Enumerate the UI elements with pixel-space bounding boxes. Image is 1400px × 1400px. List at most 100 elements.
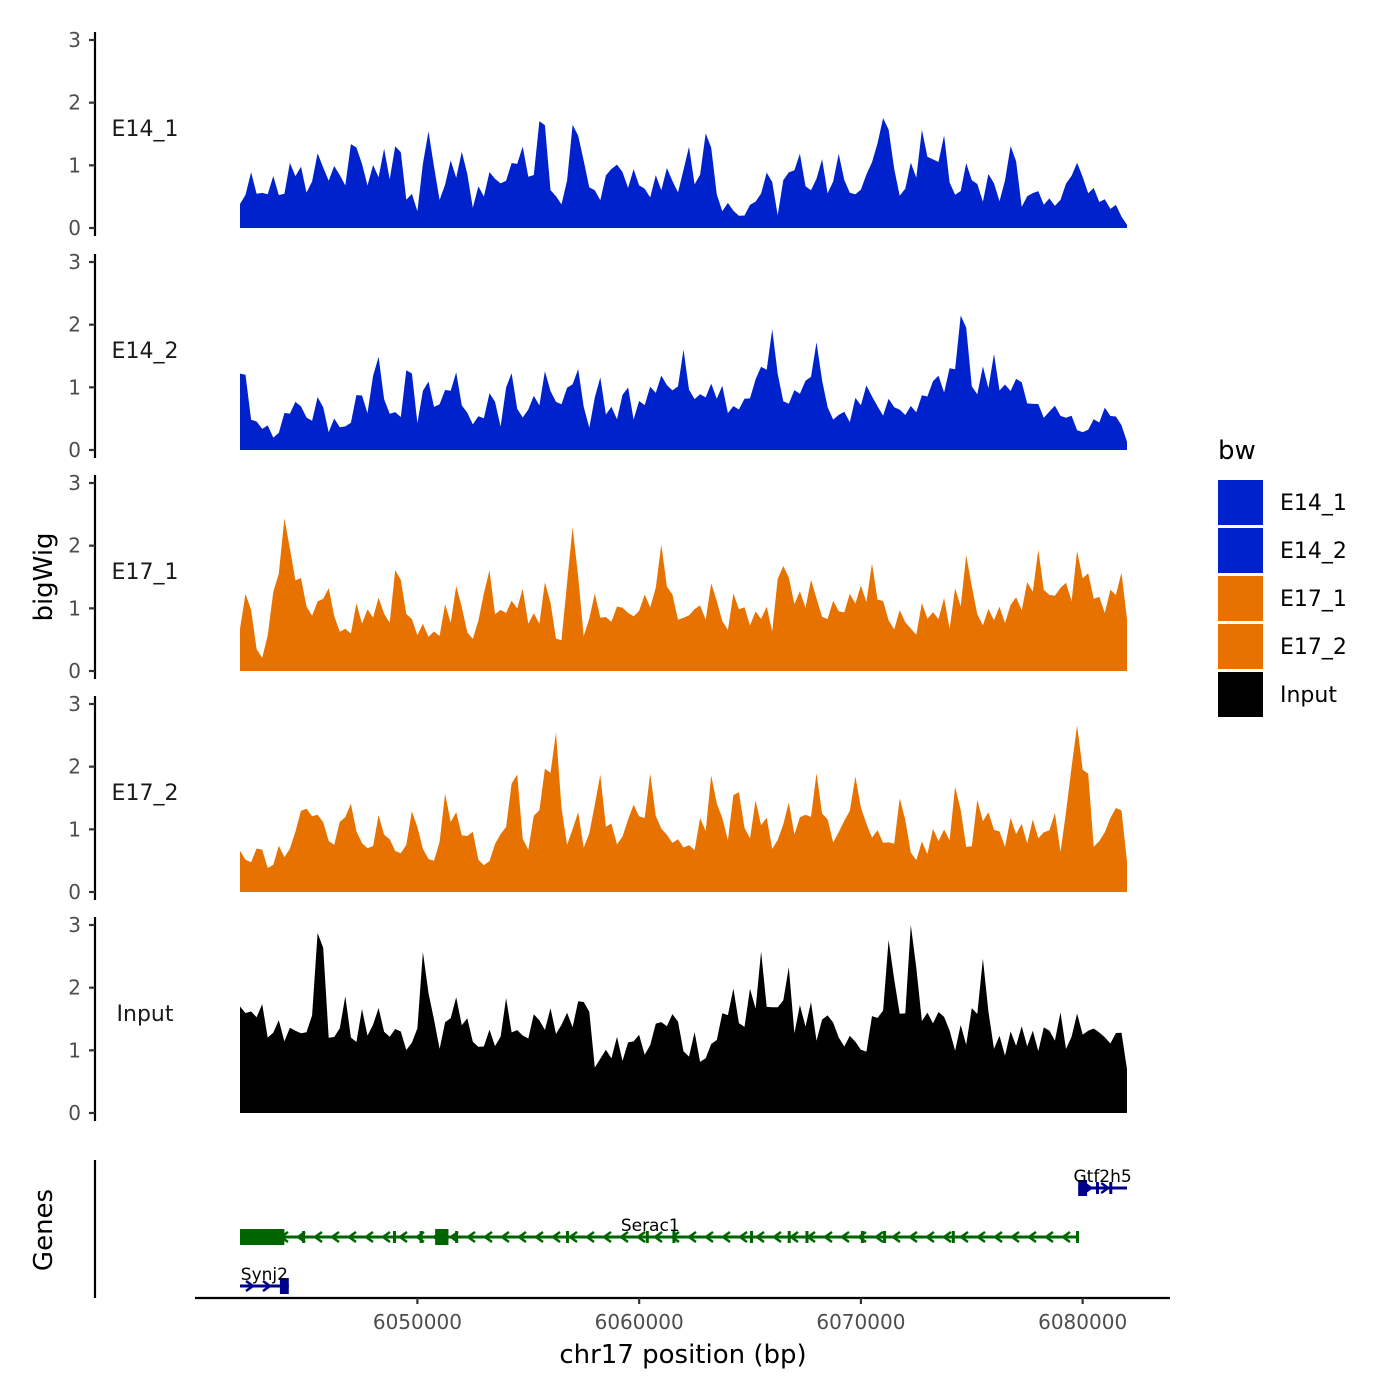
y-tick-label: 1 (68, 1038, 81, 1062)
track-e17-1: 0 1 2 3 E17_1 (68, 471, 1127, 683)
y-tick-label: 0 (68, 216, 81, 240)
strand-arrow (567, 1230, 578, 1244)
y-tick-label: 2 (68, 755, 81, 779)
coverage-area (240, 315, 1127, 450)
strand-arrow (245, 1279, 256, 1293)
strand-arrow (635, 1230, 646, 1244)
strand-arrow (992, 1230, 1003, 1244)
y-tick-label: 1 (68, 817, 81, 841)
y-tick-label: 2 (68, 91, 81, 115)
x-tick-label: 6080000 (1038, 1310, 1127, 1334)
exon (1095, 1182, 1099, 1194)
strand-arrow (839, 1230, 850, 1244)
strand-arrow (533, 1230, 544, 1244)
gene-synj2: Synj2 (240, 1265, 289, 1294)
exon (860, 1231, 864, 1243)
track-label: E17_1 (112, 560, 179, 585)
y-tick-label: 3 (68, 692, 81, 716)
gene-label: Synj2 (241, 1265, 288, 1285)
y-tick-label: 2 (68, 313, 81, 337)
strand-arrow (822, 1230, 833, 1244)
y-tick-label: 3 (68, 913, 81, 937)
track-input: 0 1 2 3 Input (68, 913, 1127, 1125)
legend: bw E14_1 E14_2 E17_1 E17_2 Input (1218, 436, 1347, 717)
strand-arrow (720, 1230, 731, 1244)
strand-arrow (262, 1279, 273, 1293)
strand-arrow (618, 1230, 629, 1244)
strand-arrow (1043, 1230, 1054, 1244)
gene-label: Gtf2h5 (1073, 1167, 1131, 1187)
exon (240, 1229, 285, 1245)
gene-track: Gtf2h5 Serac1 Synj2 (93, 1160, 1132, 1298)
exon (951, 1231, 955, 1243)
legend-label: E17_2 (1280, 635, 1347, 660)
y-tick-label: 2 (68, 534, 81, 558)
strand-arrow (873, 1230, 884, 1244)
coverage-area (240, 118, 1127, 228)
strand-arrow (1060, 1230, 1071, 1244)
strand-arrow (1026, 1230, 1037, 1244)
coverage-area (240, 518, 1127, 671)
strand-arrow (329, 1230, 340, 1244)
strand-arrow (737, 1230, 748, 1244)
strand-arrow (686, 1230, 697, 1244)
coverage-tracks: 0 1 2 3 E14_1 0 1 2 3 E14_2 0 1 2 3 E17_1 0 1 2 3 E17_2 0 1 2 3… (68, 28, 1127, 1125)
coverage-area (240, 725, 1127, 892)
exon (455, 1231, 459, 1243)
strand-arrow (380, 1230, 391, 1244)
track-e17-2: 0 1 2 3 E17_2 (68, 692, 1127, 904)
legend-swatch (1218, 480, 1263, 525)
strand-arrow (346, 1230, 357, 1244)
legend-label: E17_1 (1280, 587, 1347, 612)
strand-arrow (397, 1230, 408, 1244)
legend-swatch (1218, 528, 1263, 573)
exon (883, 1231, 887, 1243)
exon (435, 1229, 449, 1245)
y-tick-label: 3 (68, 471, 81, 495)
strand-arrow (890, 1230, 901, 1244)
exon (1109, 1182, 1113, 1194)
gene-gtf2h5: Gtf2h5 (1073, 1167, 1132, 1196)
y-tick-label: 0 (68, 659, 81, 683)
exon (672, 1231, 676, 1243)
exon (1075, 1231, 1079, 1243)
exon (1078, 1180, 1088, 1196)
strand-arrow (516, 1230, 527, 1244)
gene-serac1: Serac1 (240, 1216, 1079, 1245)
exon (805, 1231, 809, 1243)
legend-item-e17-2: E17_2 (1218, 624, 1347, 669)
legend-title: bw (1218, 436, 1256, 466)
exon (393, 1231, 397, 1243)
coverage-area (240, 925, 1127, 1113)
strand-arrow (550, 1230, 561, 1244)
legend-swatch (1218, 672, 1263, 717)
exon (279, 1278, 289, 1294)
y-tick-label: 1 (68, 153, 81, 177)
y-axis-title: bigWig (29, 532, 59, 621)
legend-item-e14-2: E14_2 (1218, 528, 1347, 573)
exon (419, 1231, 423, 1243)
strand-arrow (1009, 1230, 1020, 1244)
genes-panel-title: Genes (29, 1189, 59, 1271)
y-tick-label: 0 (68, 880, 81, 904)
y-tick-label: 0 (68, 438, 81, 462)
y-tick-label: 3 (68, 28, 81, 52)
track-e14-1: 0 1 2 3 E14_1 (68, 28, 1127, 240)
strand-arrow (499, 1230, 510, 1244)
strand-arrow (907, 1230, 918, 1244)
gene-label: Serac1 (621, 1216, 680, 1236)
strand-arrow (924, 1230, 935, 1244)
x-tick-label: 6050000 (373, 1310, 462, 1334)
exon (787, 1231, 791, 1243)
strand-arrow (975, 1230, 986, 1244)
legend-swatch (1218, 624, 1263, 669)
x-tick-label: 6070000 (816, 1310, 905, 1334)
exon (565, 1231, 569, 1243)
strand-arrow (754, 1230, 765, 1244)
track-label: E14_2 (112, 339, 179, 364)
strand-arrow (771, 1230, 782, 1244)
y-tick-label: 3 (68, 250, 81, 274)
strand-arrow (788, 1230, 799, 1244)
track-label: Input (117, 1002, 174, 1027)
